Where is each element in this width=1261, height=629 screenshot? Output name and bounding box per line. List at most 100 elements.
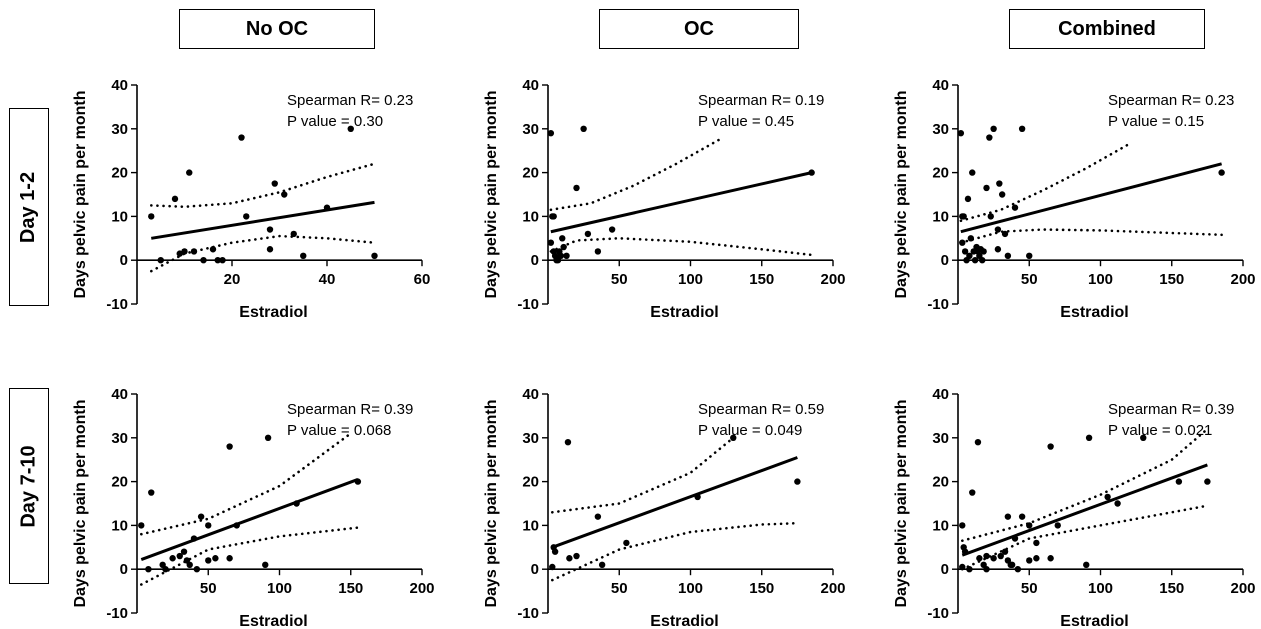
data-point	[226, 443, 233, 450]
data-point	[1114, 500, 1121, 507]
data-point	[623, 539, 630, 547]
data-point	[979, 257, 986, 264]
data-point	[961, 548, 969, 555]
x-axis-label: Estradiol	[1060, 613, 1128, 629]
x-tick-label: 200	[1230, 271, 1255, 288]
data-point	[994, 246, 1002, 253]
y-tick-label: 20	[932, 474, 949, 491]
data-point	[1001, 230, 1009, 238]
data-point	[961, 248, 969, 255]
data-point	[983, 566, 990, 573]
data-point	[371, 252, 378, 260]
data-point	[1175, 478, 1183, 485]
data-point	[1018, 125, 1026, 132]
stats-annotation: Spearman R= 0.23	[287, 92, 413, 109]
data-point	[551, 548, 559, 555]
y-tick-label: 30	[522, 430, 539, 447]
data-point	[205, 557, 212, 564]
data-point	[266, 226, 274, 233]
confidence-band-lower	[961, 504, 1209, 571]
data-point	[1001, 548, 1009, 555]
data-point	[226, 555, 233, 562]
data-point	[354, 478, 362, 485]
scatter-panel: -10 0 10 20 30 40 50 100 150 200 Estradiol Days pel…	[72, 386, 435, 629]
confidence-band-upper	[961, 427, 1209, 542]
data-point	[976, 555, 983, 562]
data-point	[145, 566, 152, 573]
y-tick-label: 20	[932, 165, 949, 182]
data-point	[148, 213, 155, 220]
data-point	[266, 246, 274, 253]
data-point	[205, 522, 212, 529]
regression-line	[961, 463, 1208, 557]
data-point	[209, 246, 217, 253]
confidence-band-upper	[959, 142, 1131, 223]
data-point	[997, 552, 1004, 560]
x-tick-label: 100	[267, 580, 292, 597]
data-point	[967, 235, 975, 242]
data-point	[190, 535, 198, 542]
data-point	[994, 226, 1002, 233]
y-tick-label: 30	[522, 121, 539, 138]
data-point	[983, 184, 990, 192]
y-tick-label: 40	[111, 77, 128, 94]
x-tick-label: 50	[1021, 271, 1038, 288]
data-point	[281, 191, 288, 198]
scatter-panel: -10 0 10 20 30 40 50 100 150 200 Estradiol Days pel…	[893, 77, 1256, 321]
column-header-label: OC	[684, 17, 714, 40]
y-tick-label: 30	[932, 121, 949, 138]
data-point	[969, 489, 976, 496]
y-tick-label: 0	[941, 252, 949, 269]
data-point	[190, 248, 198, 255]
data-point	[243, 213, 250, 220]
data-point	[1033, 555, 1040, 562]
x-tick-label: 20	[224, 271, 241, 288]
data-point	[1026, 252, 1033, 260]
y-axis-label: Days pelvic pain per month	[72, 399, 89, 607]
x-axis-label: Estradiol	[239, 613, 307, 629]
y-tick-label: 40	[932, 386, 949, 403]
y-tick-label: 0	[120, 252, 128, 269]
column-header-label: No OC	[245, 17, 309, 40]
x-tick-label: 50	[611, 271, 628, 288]
data-point	[290, 230, 297, 238]
data-point	[959, 239, 966, 246]
x-tick-label: 100	[678, 271, 703, 288]
scatter-panel: -10 0 10 20 30 40 20 40 60 Estradiol Days pelvic p…	[72, 77, 430, 321]
data-point	[162, 566, 169, 573]
data-point	[986, 134, 993, 141]
scatter-panel: -10 0 10 20 30 40 50 100 150 200 Estradiol Days pel…	[893, 386, 1256, 629]
x-tick-label: 60	[414, 271, 431, 288]
data-point	[694, 493, 701, 501]
row-header-day-7-10: Day 7-10	[9, 388, 49, 584]
column-header-no-oc: No OC	[179, 9, 375, 49]
confidence-band-lower	[549, 236, 813, 257]
data-point	[547, 239, 555, 246]
data-point	[559, 235, 566, 242]
y-tick-label: 30	[111, 121, 128, 138]
column-header-oc: OC	[599, 9, 799, 49]
y-tick-label: 10	[111, 517, 128, 534]
data-point	[197, 513, 205, 520]
y-axis-label: Days pelvic pain per month	[72, 90, 89, 298]
data-point	[547, 129, 555, 137]
data-point	[566, 555, 573, 562]
x-tick-label: 200	[820, 580, 845, 597]
data-point	[987, 213, 994, 220]
y-tick-label: 20	[111, 165, 128, 182]
scatter-panel: -10 0 10 20 30 40 50 100 150 200 Estradiol Days pel…	[483, 77, 846, 321]
data-point	[1054, 522, 1061, 529]
row-header-day-1-2: Day 1-2	[9, 108, 49, 306]
data-point	[564, 438, 572, 446]
data-point	[957, 129, 965, 137]
data-point	[1085, 434, 1093, 441]
confidence-band-lower	[140, 526, 360, 586]
data-point	[580, 125, 587, 132]
data-point	[990, 555, 997, 562]
data-point	[180, 548, 188, 555]
data-point	[1018, 513, 1026, 520]
regression-line	[551, 456, 798, 549]
data-point	[264, 434, 272, 441]
y-tick-label: 30	[111, 430, 128, 447]
data-point	[1004, 252, 1012, 260]
